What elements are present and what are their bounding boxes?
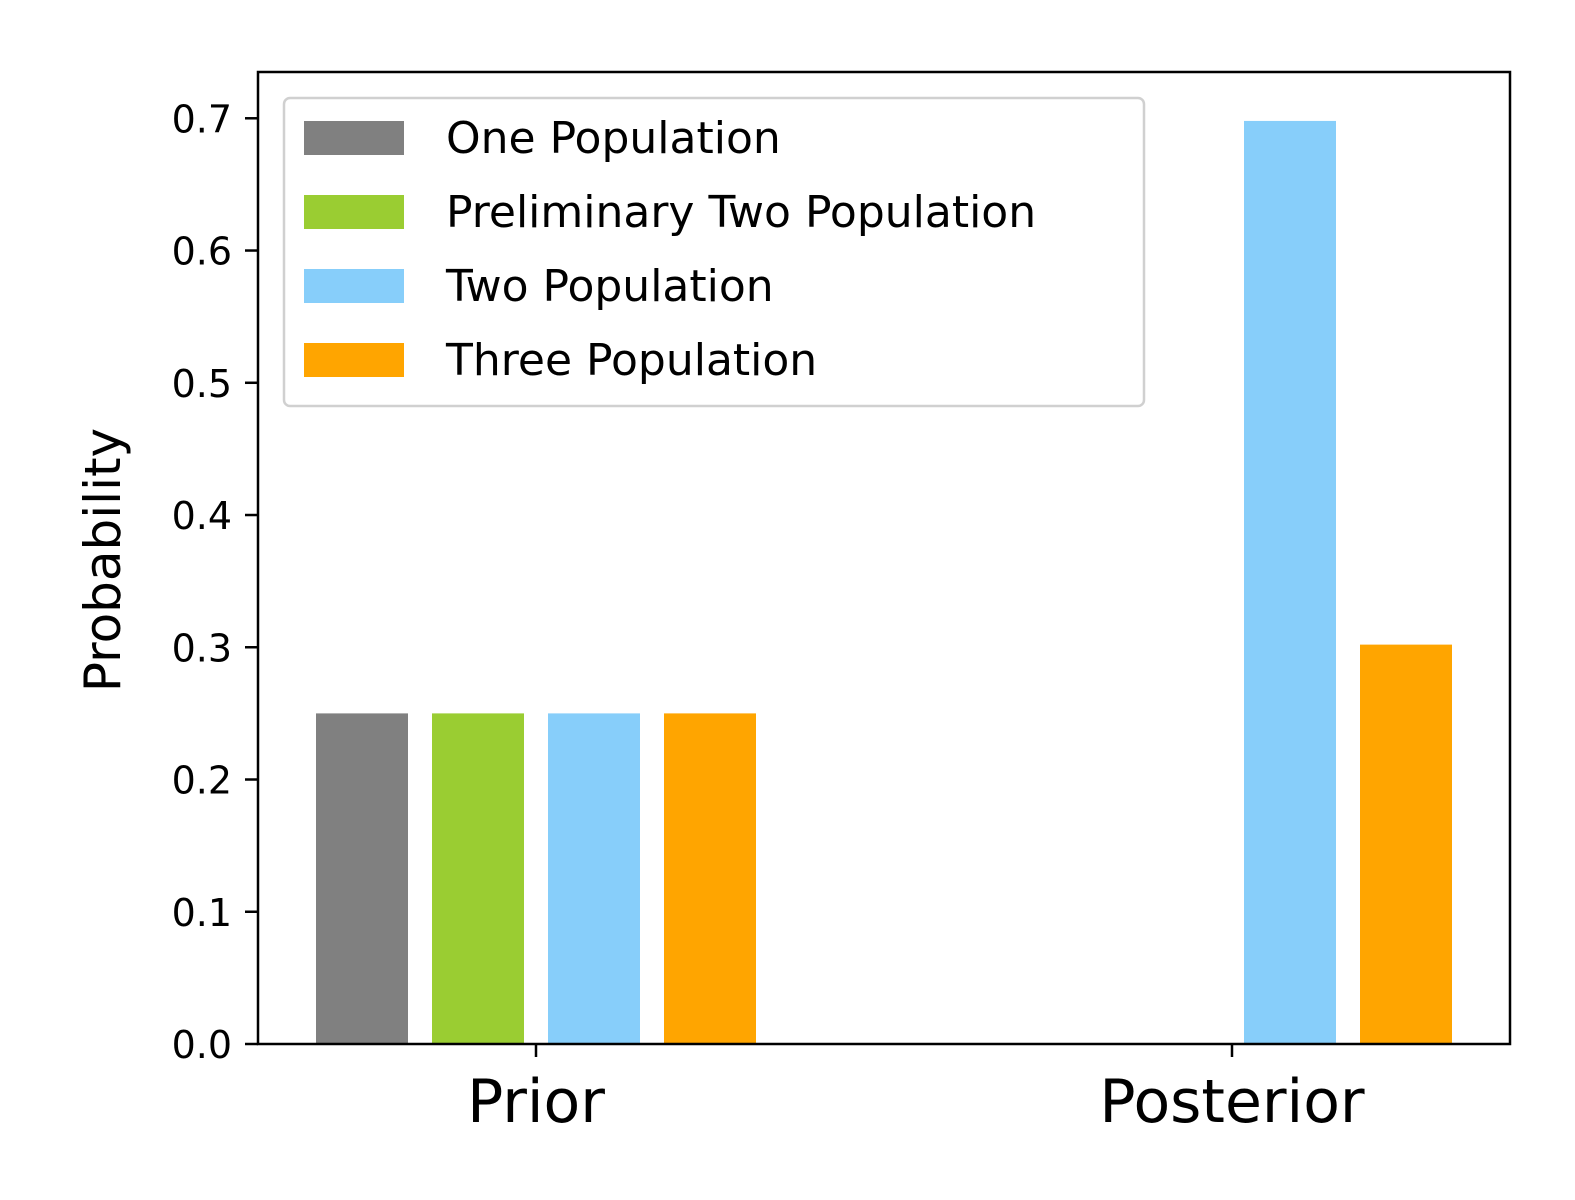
bar-prior-one-population bbox=[316, 713, 408, 1044]
y-tick-label: 0.2 bbox=[172, 759, 232, 803]
y-tick-label: 0.5 bbox=[172, 362, 232, 406]
legend-swatch bbox=[304, 121, 404, 155]
y-axis: 0.0 0.1 0.2 0.3 0.4 0.5 0.6 0.7 bbox=[172, 97, 258, 1067]
bar-posterior-three-population bbox=[1360, 644, 1452, 1044]
x-tick-label-posterior: Posterior bbox=[1099, 1067, 1364, 1137]
bar-prior-preliminary-two-population bbox=[432, 713, 524, 1044]
legend-label: Two Population bbox=[445, 261, 774, 312]
legend-label: One Population bbox=[446, 113, 781, 164]
legend-swatch bbox=[304, 343, 404, 377]
x-tick-label-prior: Prior bbox=[467, 1067, 605, 1137]
y-tick-label: 0.1 bbox=[172, 891, 232, 935]
y-axis-label: Probability bbox=[74, 428, 132, 692]
y-tick-label: 0.4 bbox=[172, 494, 232, 538]
bar-prior-two-population bbox=[548, 713, 640, 1044]
legend-label: Preliminary Two Population bbox=[446, 187, 1036, 238]
x-axis: Prior Posterior bbox=[467, 1044, 1365, 1137]
y-tick-label: 0.0 bbox=[172, 1023, 232, 1067]
legend-frame bbox=[282, 96, 1146, 408]
legend-swatch bbox=[304, 269, 404, 303]
y-tick-label: 0.6 bbox=[172, 230, 232, 274]
bars-group bbox=[316, 120, 1452, 1045]
y-tick-label: 0.7 bbox=[172, 97, 232, 141]
bar-posterior-two-population bbox=[1244, 120, 1336, 1045]
legend-label: Three Population bbox=[445, 335, 817, 386]
bar-prior-three-population bbox=[664, 713, 756, 1044]
legend-swatch bbox=[304, 195, 404, 229]
legend: One Population Preliminary Two Population… bbox=[282, 96, 1146, 408]
y-tick-label: 0.3 bbox=[172, 626, 232, 670]
plot-frame bbox=[256, 70, 1512, 1046]
